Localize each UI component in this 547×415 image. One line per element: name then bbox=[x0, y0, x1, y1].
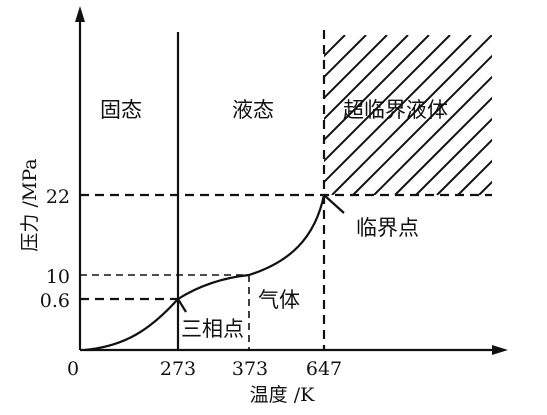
x-tick-647: 647 bbox=[306, 358, 342, 380]
hatch-line bbox=[436, 138, 492, 195]
hatch-line bbox=[394, 96, 492, 195]
origin-label: 0 bbox=[67, 358, 79, 380]
hatch-line bbox=[324, 35, 409, 121]
axes bbox=[75, 6, 508, 355]
x-axis-arrow-icon bbox=[492, 345, 508, 355]
reference-lines bbox=[80, 30, 492, 350]
y-tick-0-6: 0.6 bbox=[40, 290, 70, 312]
x-tick-273: 273 bbox=[160, 358, 196, 380]
triple-point-label: 三相点 bbox=[181, 317, 244, 341]
sublimation-curve bbox=[84, 298, 179, 352]
hatch-line bbox=[457, 159, 492, 195]
hatch-line bbox=[500, 35, 547, 195]
hatch-line bbox=[331, 35, 492, 195]
hatch-line bbox=[324, 35, 388, 100]
region-solid: 固态 bbox=[100, 98, 142, 122]
hatch-line bbox=[324, 35, 451, 163]
region-supercritical: 超临界液体 bbox=[343, 98, 448, 122]
x-axis-title: 温度 /K bbox=[250, 384, 315, 406]
critical-point-pointer bbox=[323, 194, 345, 214]
y-axis-title: 压力 /MPa bbox=[19, 158, 41, 251]
hatch-line bbox=[352, 54, 492, 195]
triple-point-pointer bbox=[177, 298, 187, 313]
vaporization-curve bbox=[177, 194, 326, 300]
y-tick-10: 10 bbox=[46, 266, 70, 288]
y-axis-arrow-icon bbox=[75, 6, 85, 22]
region-gas: 气体 bbox=[258, 288, 300, 312]
x-tick-373: 373 bbox=[232, 358, 268, 380]
hatch-line bbox=[324, 35, 472, 184]
y-tick-22: 22 bbox=[46, 186, 70, 208]
critical-point-label: 临界点 bbox=[356, 216, 419, 240]
hatch-line bbox=[324, 35, 367, 79]
supercritical-hatch bbox=[324, 35, 547, 195]
region-liquid: 液态 bbox=[232, 98, 274, 122]
phase-boundaries bbox=[84, 32, 345, 352]
hatch-line bbox=[373, 75, 492, 195]
hatch-line bbox=[324, 35, 430, 142]
hatch-line bbox=[415, 117, 492, 195]
